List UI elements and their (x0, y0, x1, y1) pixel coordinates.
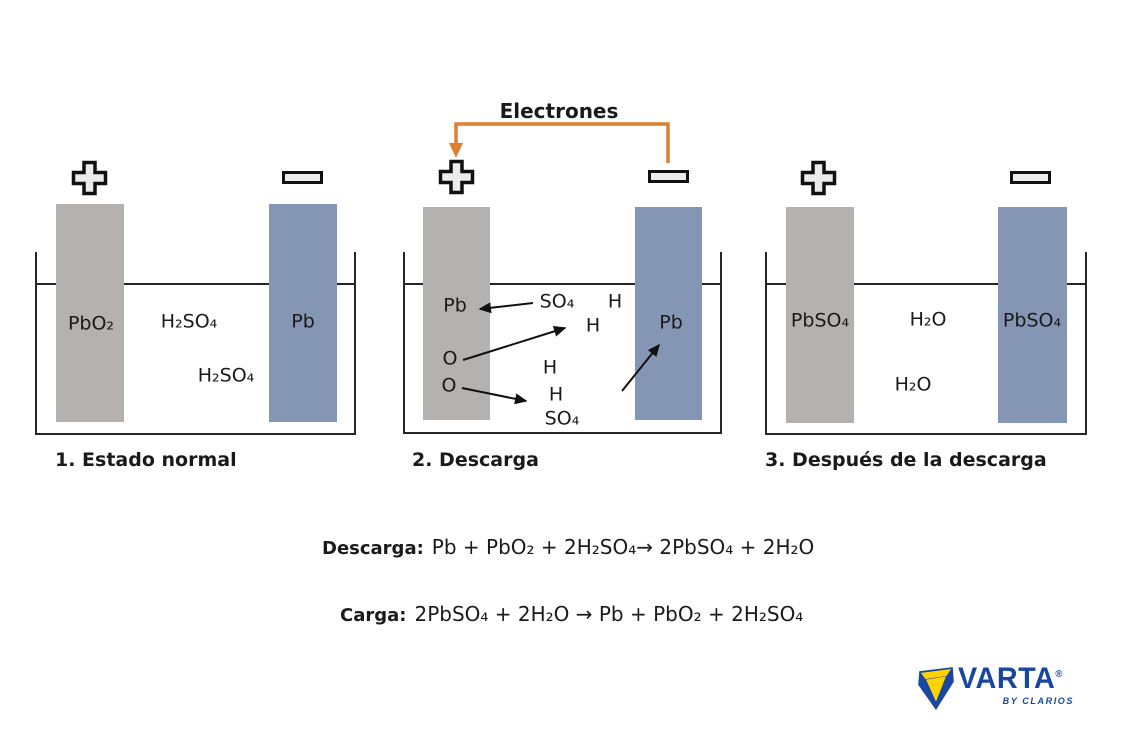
cell3-container (765, 252, 1087, 435)
cell3-negative-electrode-label: PbSO₄ (1002, 309, 1062, 332)
cell3-caption: 3. Después de la descarga (765, 449, 1047, 471)
cell2-caption: 2. Descarga (412, 449, 539, 471)
cell2-so4-top-label: SO₄ (539, 290, 575, 313)
cell1-negative-electrode (269, 204, 337, 422)
cell1-electrolyte-top-label: H₂SO₄ (160, 310, 218, 333)
cell2-negative-electrode-label: Pb (659, 311, 683, 334)
cell2-h-lower-label: H (548, 383, 564, 406)
cell2-h-far-right-label: H (607, 290, 623, 313)
cell3-negative-electrode (998, 207, 1067, 423)
cell1-plus-terminal-icon (71, 160, 108, 196)
charge-equation-label: Carga: (340, 605, 407, 626)
cell2-liquid-level-line (405, 283, 720, 285)
cell1-container (35, 252, 356, 435)
cell3-plus-terminal-icon (800, 160, 837, 196)
cell2-minus-terminal-icon (648, 170, 689, 183)
cell1-liquid-level-line (37, 283, 354, 285)
cell3-liquid-level-line (767, 283, 1085, 285)
varta-cube-icon (918, 667, 954, 710)
varta-logo: VARTA® BY CLARIOS (916, 661, 1086, 716)
cell1-negative-electrode-label: Pb (291, 310, 315, 333)
cell2-so4-bottom-label: SO₄ (544, 407, 580, 430)
electron-flow-arrow (449, 122, 670, 163)
cell2-h-right-label: H (585, 314, 601, 337)
discharge-equation-formula: Pb + PbO₂ + 2H₂SO₄→ 2PbSO₄ + 2H₂O (431, 535, 815, 559)
cell2-o-lower-label: O (441, 374, 457, 397)
cell3-positive-electrode (786, 207, 854, 423)
cell3-minus-terminal-icon (1010, 171, 1051, 184)
cell1-caption: 1. Estado normal (55, 449, 237, 471)
charge-equation-formula: 2PbSO₄ + 2H₂O → Pb + PbO₂ + 2H₂SO₄ (414, 602, 804, 626)
charge-equation: Carga: 2PbSO₄ + 2H₂O → Pb + PbO₂ + 2H₂SO… (340, 602, 803, 626)
cell2-o-upper-label: O (442, 347, 458, 370)
cell3-electrolyte-top-label: H₂O (909, 308, 947, 331)
varta-brand-text: VARTA (958, 662, 1056, 695)
cell2-positive-electrode (423, 207, 490, 420)
cell1-minus-terminal-icon (282, 171, 323, 184)
cell1-positive-electrode (56, 204, 124, 422)
cell2-positive-electrode-label: Pb (443, 294, 467, 317)
cell1-electrolyte-bottom-label: H₂SO₄ (197, 364, 255, 387)
cell2-container (403, 252, 722, 434)
cell1-positive-electrode-label: PbO₂ (67, 312, 115, 335)
registered-trademark-symbol: ® (1055, 669, 1063, 680)
discharge-equation-label: Descarga: (322, 538, 424, 559)
varta-tagline: BY CLARIOS (1002, 696, 1074, 706)
cell3-electrolyte-bottom-label: H₂O (894, 373, 932, 396)
electron-flow-label: Electrones (499, 99, 619, 123)
cell2-plus-terminal-icon (438, 159, 475, 195)
cell3-positive-electrode-label: PbSO₄ (790, 309, 850, 332)
cell2-h-middle-label: H (542, 356, 558, 379)
varta-wordmark: VARTA® (958, 662, 1062, 696)
discharge-equation: Descarga: Pb + PbO₂ + 2H₂SO₄→ 2PbSO₄ + 2… (322, 535, 814, 559)
